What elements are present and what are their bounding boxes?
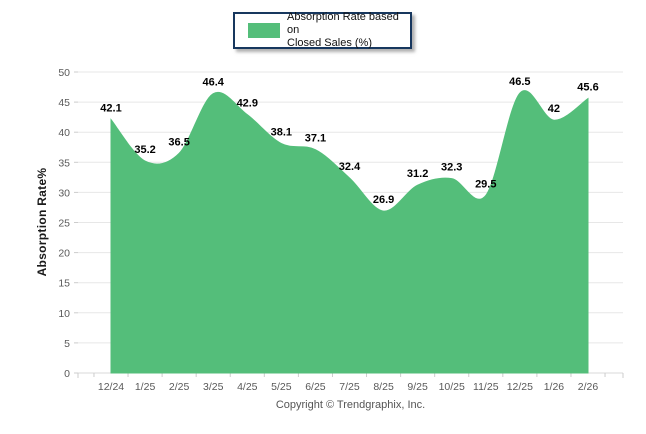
data-label: 31.2: [407, 168, 428, 180]
data-label: 42: [548, 103, 560, 115]
data-label: 42.1: [100, 103, 121, 115]
y-tick-label: 15: [58, 278, 70, 290]
data-label: 26.9: [373, 194, 394, 206]
y-tick-label: 0: [64, 368, 70, 380]
data-label: 36.5: [168, 136, 189, 148]
copyright-text: Copyright © Trendgraphix, Inc.: [275, 399, 426, 411]
x-tick-label: 10/25: [439, 381, 465, 393]
data-label: 46.4: [203, 77, 225, 89]
x-tick-label: 2/26: [578, 381, 599, 393]
data-label: 38.1: [271, 127, 292, 139]
y-tick-label: 5: [64, 338, 70, 350]
x-tick-label: 5/25: [271, 381, 292, 393]
x-tick-label: 7/25: [339, 381, 360, 393]
y-tick-label: 50: [58, 67, 70, 79]
x-tick-label: 1/26: [544, 381, 565, 393]
y-tick-label: 30: [58, 187, 70, 199]
data-label: 32.3: [441, 162, 462, 174]
chart-legend: Absorption Rate based on Closed Sales (%…: [233, 11, 412, 50]
area-series: [110, 90, 589, 374]
x-tick-label: 4/25: [237, 381, 258, 393]
data-label: 46.5: [509, 76, 530, 88]
legend-label-line1: Absorption Rate based on: [287, 11, 399, 36]
x-tick-label: 11/25: [473, 381, 499, 393]
y-tick-label: 35: [58, 157, 70, 169]
y-tick-label: 10: [58, 308, 70, 320]
legend-label: Absorption Rate based on Closed Sales (%…: [287, 11, 410, 50]
legend-label-line2: Closed Sales (%): [287, 37, 372, 49]
data-label: 29.5: [475, 178, 496, 190]
data-label: 32.4: [339, 161, 361, 173]
legend-color-swatch: [248, 23, 280, 38]
y-tick-label: 45: [58, 97, 70, 109]
data-label: 37.1: [305, 133, 326, 145]
y-tick-label: 25: [58, 218, 70, 230]
y-tick-label: 20: [58, 248, 70, 260]
y-tick-label: 40: [58, 127, 70, 139]
x-tick-label: 12/25: [507, 381, 533, 393]
x-tick-label: 8/25: [373, 381, 394, 393]
x-tick-label: 3/25: [203, 381, 224, 393]
x-tick-label: 6/25: [305, 381, 326, 393]
x-tick-label: 2/25: [169, 381, 190, 393]
data-label: 35.2: [134, 144, 155, 156]
x-tick-label: 1/25: [135, 381, 156, 393]
data-label: 45.6: [577, 81, 598, 93]
x-tick-label: 9/25: [407, 381, 428, 393]
data-label: 42.9: [237, 98, 258, 110]
x-tick-label: 12/24: [98, 381, 124, 393]
